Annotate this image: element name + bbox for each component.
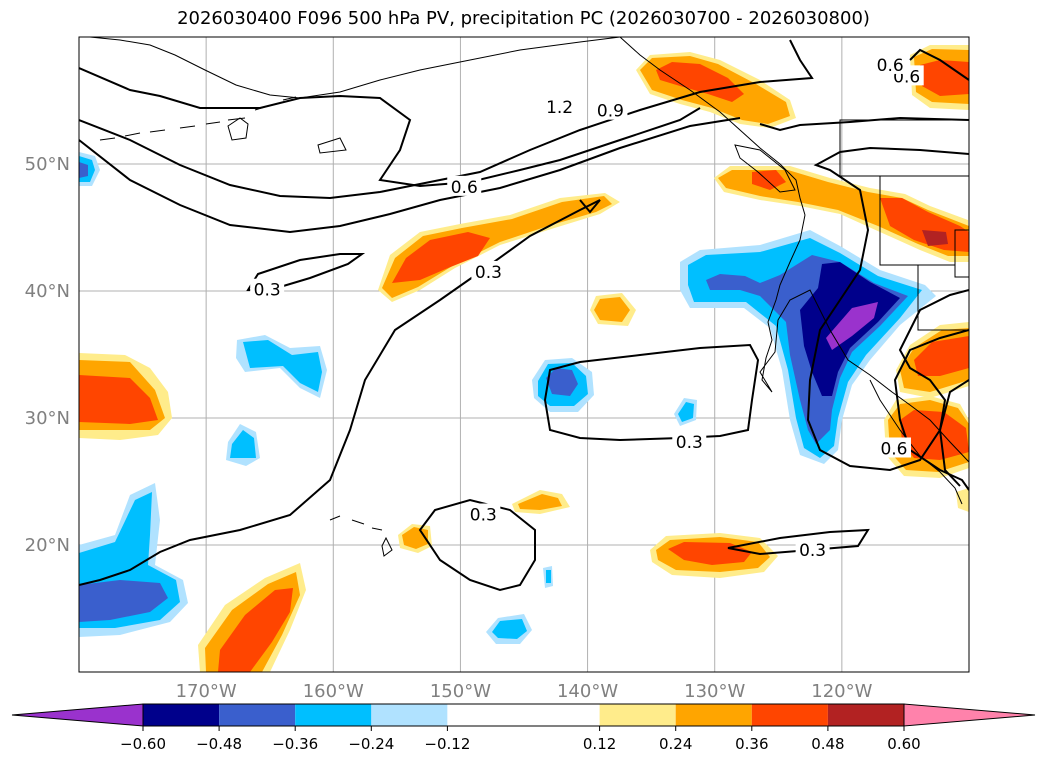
colorbar-ticks: −0.60 −0.48 −0.36 −0.24 −0.12 0.12 0.24 0.36 0.4… (120, 726, 921, 753)
contour-label: 1.2 (543, 96, 577, 118)
x-tick-label: 170°W (176, 681, 237, 702)
contour-label: 0.6 (873, 54, 907, 76)
colorbar: −0.60 −0.48 −0.36 −0.24 −0.12 0.12 0.24 0.36 0.4… (12, 704, 1035, 753)
colorbar-segment (676, 704, 752, 726)
colorbar-segment (600, 704, 676, 726)
contour-label-text: 0.6 (880, 439, 907, 459)
y-tick-label: 40°N (25, 281, 70, 302)
colorbar-extend-max (904, 704, 1035, 726)
colorbar-segments (12, 704, 1035, 726)
contour-label-text: 0.3 (470, 506, 497, 526)
contour-label-text: 0.9 (597, 102, 624, 122)
y-tick-label: 20°N (25, 535, 70, 556)
contour-label: 0.3 (672, 431, 706, 453)
precip-blob (546, 570, 551, 583)
colorbar-tick-label: 0.12 (583, 735, 616, 753)
colorbar-segment (219, 704, 295, 726)
contour-label: 0.3 (796, 539, 830, 561)
y-tick-label: 50°N (25, 154, 70, 175)
contour-label: 0.6 (877, 437, 911, 459)
contour-label-text: 0.3 (254, 281, 281, 301)
colorbar-tick-label: 0.36 (735, 735, 768, 753)
colorbar-segment (447, 704, 599, 726)
contour-label-text: 1.2 (546, 98, 573, 118)
x-tick-label: 140°W (557, 681, 618, 702)
contour-label: 0.6 (447, 176, 481, 198)
contour-label: 0.9 (593, 100, 627, 122)
contour-label: 0.3 (250, 279, 284, 301)
colorbar-segment (143, 704, 219, 726)
colorbar-segment (752, 704, 828, 726)
contour-label: 0.3 (471, 261, 505, 283)
contour-label-text: 0.3 (475, 263, 502, 283)
y-tick-label: 30°N (25, 408, 70, 429)
contour-label-text: 0.3 (799, 541, 826, 561)
x-tick-label: 150°W (430, 681, 491, 702)
colorbar-tick-label: −0.12 (424, 735, 470, 753)
colorbar-tick-label: 0.60 (887, 735, 920, 753)
contour-label-text: 0.3 (676, 433, 703, 453)
colorbar-tick-label: −0.36 (272, 735, 318, 753)
chart-figure: 0.30.30.30.30.30.60.91.20.60.60.6 170°W 1… (0, 0, 1047, 765)
contour-label-text: 0.6 (451, 178, 478, 198)
colorbar-segment (295, 704, 371, 726)
x-tick-label: 120°W (811, 681, 872, 702)
contour-label: 0.3 (466, 504, 500, 526)
x-tick-label: 130°W (684, 681, 745, 702)
colorbar-tick-label: −0.24 (348, 735, 394, 753)
colorbar-tick-label: −0.48 (196, 735, 242, 753)
colorbar-tick-label: 0.48 (811, 735, 844, 753)
x-tick-label: 160°W (303, 681, 364, 702)
map-panel: 0.30.30.30.30.30.60.91.20.60.60.6 170°W 1… (25, 37, 969, 702)
colorbar-segment (828, 704, 904, 726)
colorbar-extend-min (12, 704, 143, 726)
contour-label-text: 0.6 (877, 56, 904, 76)
colorbar-segment (371, 704, 447, 726)
colorbar-tick-label: −0.60 (120, 735, 166, 753)
colorbar-tick-label: 0.24 (659, 735, 692, 753)
